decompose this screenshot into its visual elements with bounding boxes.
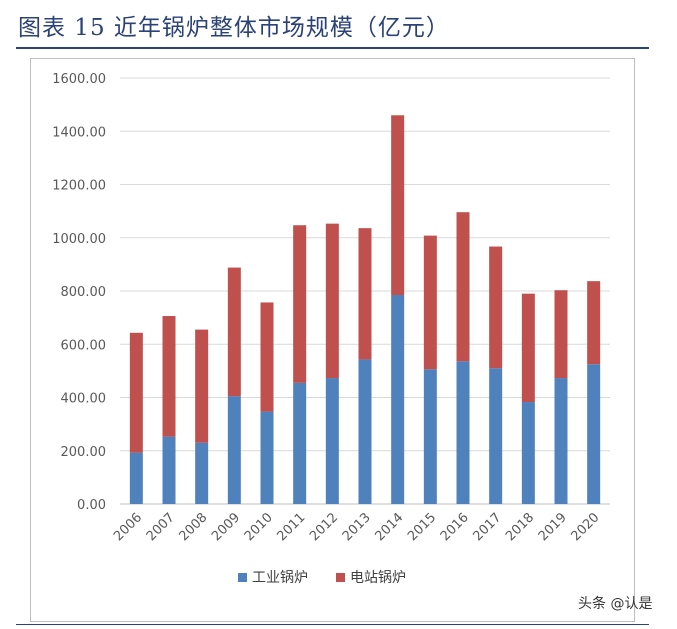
x-tick-label: 2012 — [307, 510, 341, 544]
bar-industrial-2014 — [391, 294, 405, 504]
x-tick-label: 2006 — [111, 510, 145, 544]
bar-power-station-2007 — [162, 316, 176, 437]
bar-power-station-2010 — [260, 302, 274, 412]
y-tick-label: 1400.00 — [52, 125, 106, 140]
bar-industrial-2009 — [227, 396, 241, 504]
bars — [129, 115, 601, 504]
bar-industrial-2006 — [129, 452, 143, 504]
y-tick-label: 800.00 — [61, 285, 107, 300]
watermark-text: 头条 @认是 — [578, 596, 653, 612]
bar-industrial-2012 — [325, 378, 339, 504]
y-axis-tick-labels: 0.00 200.00 400.00 600.00 800.00 1000.00 1200.… — [52, 72, 106, 513]
chart-title: 图表 15 近年锅炉整体市场规模（亿元） — [18, 15, 450, 41]
bar-industrial-2008 — [195, 442, 209, 504]
bar-industrial-2011 — [293, 382, 307, 504]
bar-power-station-2011 — [293, 225, 307, 383]
bar-industrial-2020 — [587, 364, 601, 504]
x-tick-label: 2013 — [340, 510, 374, 544]
legend-label: 电站锅炉 — [350, 570, 406, 586]
bar-power-station-2006 — [129, 332, 143, 453]
y-tick-label: 1000.00 — [52, 232, 106, 247]
bar-industrial-2007 — [162, 436, 176, 504]
bar-power-station-2019 — [554, 290, 568, 379]
bar-industrial-2010 — [260, 411, 274, 504]
bar-industrial-2013 — [358, 359, 372, 504]
bar-industrial-2019 — [554, 378, 568, 504]
x-tick-label: 2020 — [568, 510, 602, 544]
x-tick-label: 2016 — [438, 510, 472, 544]
bar-power-station-2017 — [489, 246, 503, 369]
bar-power-station-2015 — [423, 235, 437, 370]
bar-industrial-2017 — [489, 368, 503, 504]
x-tick-label: 2010 — [242, 510, 276, 544]
x-tick-label: 2019 — [536, 510, 570, 544]
bar-power-station-2013 — [358, 228, 372, 360]
bar-power-station-2018 — [521, 293, 535, 403]
bottom-divider — [16, 624, 649, 625]
legend-label: 工业锅炉 — [252, 570, 308, 586]
y-tick-label: 200.00 — [61, 445, 107, 460]
y-tick-label: 600.00 — [61, 338, 107, 353]
legend-swatch — [238, 573, 247, 582]
x-tick-label: 2014 — [372, 510, 406, 544]
x-axis-tick-labels: 2006200720082009201020112012201320142015… — [111, 510, 602, 544]
bar-power-station-2008 — [195, 329, 209, 443]
bar-industrial-2016 — [456, 361, 470, 504]
x-tick-label: 2018 — [503, 510, 537, 544]
bar-power-station-2016 — [456, 212, 470, 362]
y-tick-label: 1600.00 — [52, 72, 106, 87]
bar-power-station-2012 — [325, 223, 339, 379]
x-tick-label: 2017 — [470, 510, 504, 544]
x-tick-label: 2007 — [144, 510, 178, 544]
legend-swatch — [336, 573, 345, 582]
y-tick-label: 0.00 — [77, 498, 106, 513]
bar-power-station-2009 — [227, 267, 241, 397]
bar-power-station-2014 — [391, 115, 405, 295]
bar-power-station-2020 — [587, 281, 601, 365]
bar-industrial-2018 — [521, 402, 535, 504]
x-tick-label: 2009 — [209, 510, 243, 544]
y-tick-label: 1200.00 — [52, 179, 106, 194]
legend: 工业锅炉 电站锅炉 — [238, 570, 406, 586]
x-tick-label: 2015 — [405, 510, 439, 544]
bar-industrial-2015 — [423, 369, 437, 504]
title-divider — [16, 47, 649, 49]
x-tick-label: 2008 — [176, 510, 210, 544]
y-tick-label: 400.00 — [61, 392, 107, 407]
x-tick-label: 2011 — [274, 510, 308, 544]
